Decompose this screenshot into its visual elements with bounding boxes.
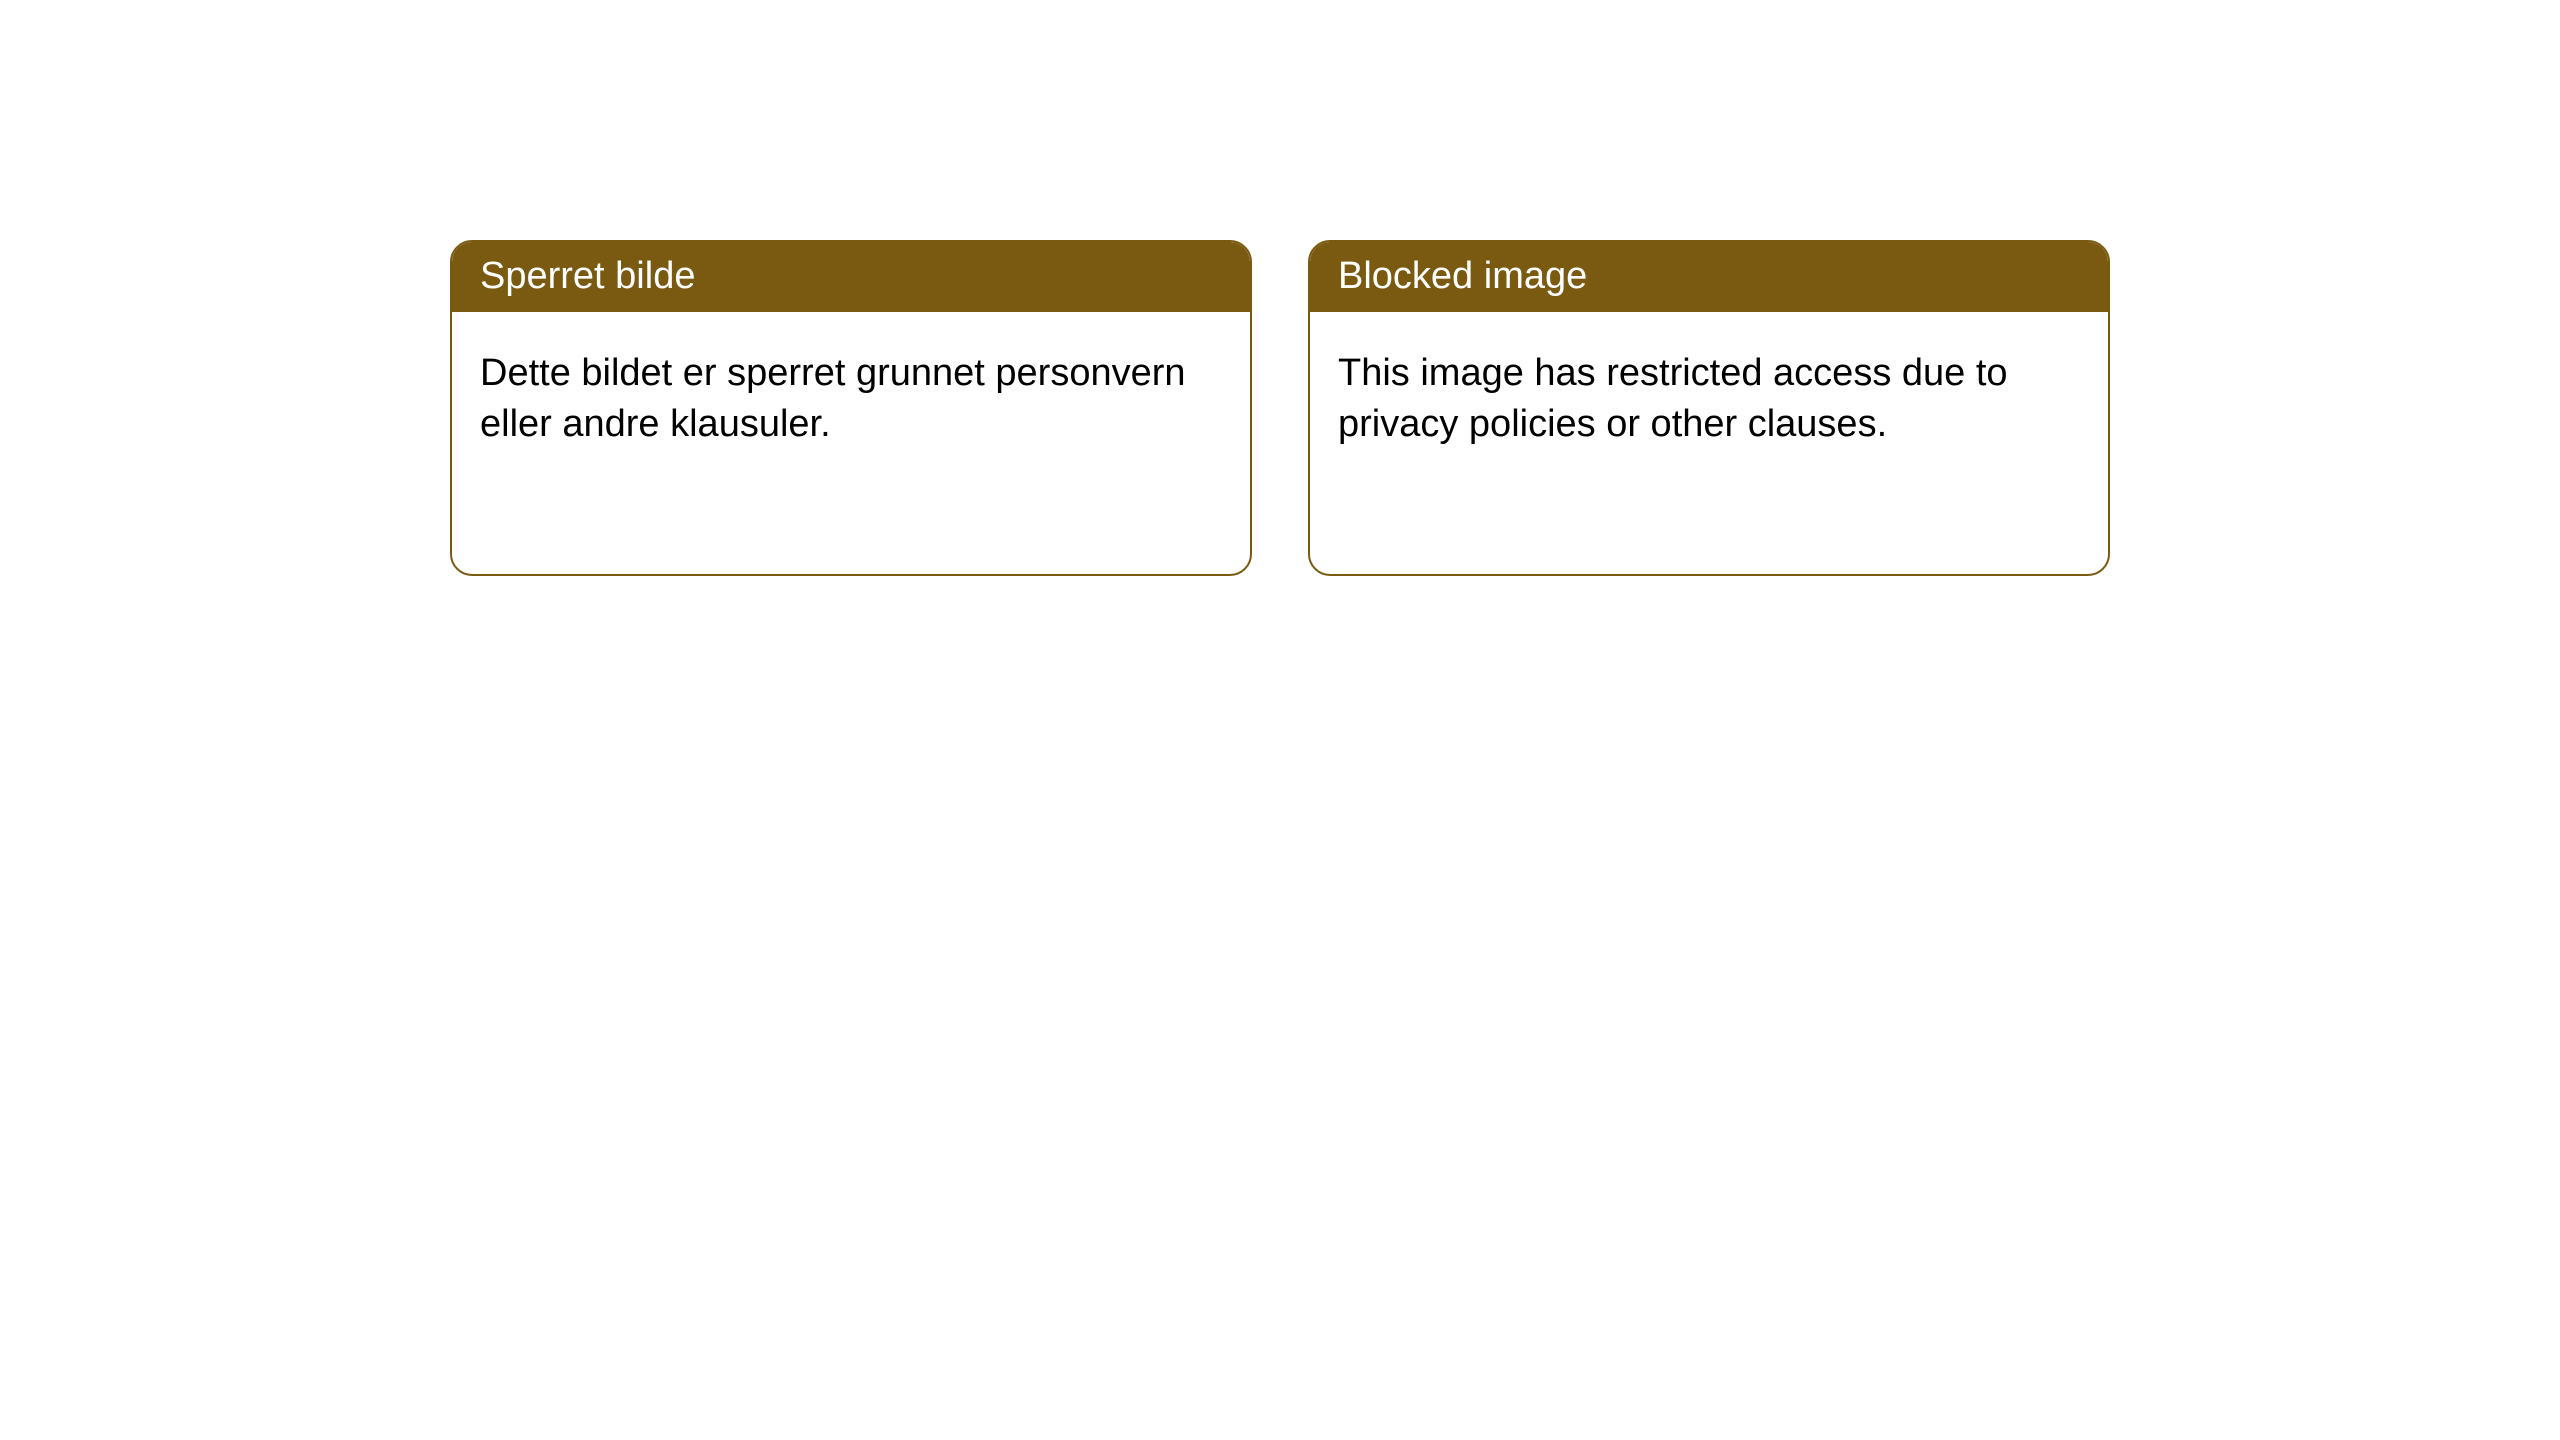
notice-header-norwegian: Sperret bilde (452, 242, 1250, 312)
notice-title-english: Blocked image (1338, 255, 1587, 297)
notice-container: Sperret bilde Dette bildet er sperret gr… (450, 240, 2560, 576)
notice-header-english: Blocked image (1310, 242, 2108, 312)
notice-body-english: This image has restricted access due to … (1310, 312, 2108, 487)
notice-card-norwegian: Sperret bilde Dette bildet er sperret gr… (450, 240, 1252, 576)
notice-title-norwegian: Sperret bilde (480, 255, 695, 297)
notice-body-norwegian: Dette bildet er sperret grunnet personve… (452, 312, 1250, 487)
notice-card-english: Blocked image This image has restricted … (1308, 240, 2110, 576)
notice-text-norwegian: Dette bildet er sperret grunnet personve… (480, 352, 1186, 445)
notice-text-english: This image has restricted access due to … (1338, 352, 2008, 445)
